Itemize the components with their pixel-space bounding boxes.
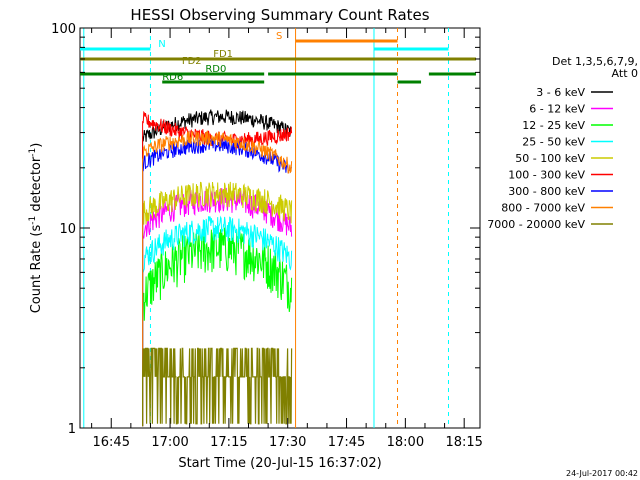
y-axis-label: Count Rate (s-1 detector-1) (28, 143, 44, 314)
flag-label-rd6: RD6 (162, 72, 183, 83)
flag-label-s: S (276, 31, 282, 42)
series-line-2 (142, 227, 293, 427)
legend-label: 6 - 12 keV (529, 103, 585, 116)
legend-label: 800 - 7000 keV (501, 202, 585, 215)
x-tick-label: 18:00 (387, 435, 424, 450)
legend-label: 25 - 50 keV (522, 136, 585, 149)
legend-title: Det 1,3,5,6,7,9, (552, 55, 638, 68)
y-tick-label: 1 (68, 422, 76, 437)
legend-label: 100 - 300 keV (508, 169, 585, 182)
legend-label: 50 - 100 keV (515, 152, 585, 165)
series-line-7 (142, 130, 293, 427)
series-line-4 (142, 181, 293, 427)
flag-label-rd0: RD0 (205, 64, 226, 75)
x-tick-label: 17:30 (269, 435, 306, 450)
x-tick-label: 17:00 (151, 435, 188, 450)
legend-subtitle: Att 0 (612, 67, 638, 80)
series-line-6 (142, 137, 293, 427)
legend-label: 300 - 800 keV (508, 185, 585, 198)
flag-label-n: N (158, 39, 165, 50)
x-tick-label: 17:15 (210, 435, 247, 450)
x-tick-label: 16:45 (93, 435, 130, 450)
chart-title: HESSI Observing Summary Count Rates (130, 6, 429, 24)
legend: Det 1,3,5,6,7,9, Att 0 3 - 6 keV 6 - 12 k… (487, 55, 638, 231)
series-line-3 (142, 215, 293, 427)
legend-label: 12 - 25 keV (522, 119, 585, 132)
legend-label: 3 - 6 keV (536, 86, 585, 99)
series-line-8 (141, 347, 293, 427)
x-tick-label: 18:15 (445, 435, 482, 450)
y-tick-label: 100 (51, 22, 76, 37)
flag-label-fd2: FD2 (182, 56, 202, 67)
x-tick-label: 17:45 (328, 435, 365, 450)
x-axis-label: Start Time (20-Jul-15 16:37:02) (178, 456, 381, 471)
y-tick-label: 10 (59, 222, 76, 237)
flag-label-fd1: FD1 (213, 49, 233, 60)
legend-label: 7000 - 20000 keV (487, 218, 585, 231)
footer-timestamp: 24-Jul-2017 00:42 (566, 469, 638, 478)
